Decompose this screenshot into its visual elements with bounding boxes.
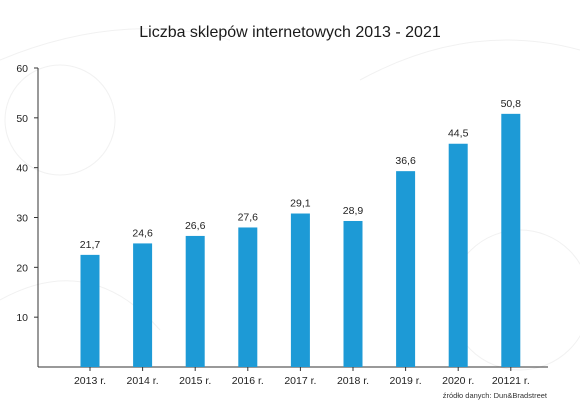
- x-tick-label: 2017 r.: [284, 375, 316, 387]
- y-tick-label: 60: [16, 63, 28, 75]
- data-label: 50,8: [501, 98, 522, 110]
- x-tick-label: 2016 r.: [232, 375, 264, 387]
- y-tick-label: 10: [16, 312, 28, 324]
- x-tick-label: 2015 r.: [179, 375, 211, 387]
- bar: [290, 213, 310, 367]
- x-tick-label: 2014 r.: [127, 375, 159, 387]
- data-label: 44,5: [448, 128, 469, 140]
- x-tick-label: 2019 r.: [390, 375, 422, 387]
- bar: [80, 254, 100, 367]
- bar: [501, 113, 521, 367]
- x-tick-label: 2018 r.: [337, 375, 369, 387]
- bar: [343, 220, 363, 367]
- data-label: 24,6: [132, 227, 153, 239]
- x-tick-label: 2020 r.: [442, 375, 474, 387]
- y-tick-label: 30: [16, 213, 28, 225]
- data-label: 21,7: [80, 239, 101, 251]
- chart-title: Liczba sklepów internetowych 2013 - 2021: [139, 24, 441, 41]
- bar: [396, 171, 416, 367]
- y-tick-label: 20: [16, 262, 28, 274]
- data-label: 26,6: [185, 220, 206, 232]
- data-label: 28,9: [343, 205, 364, 217]
- bar-series: [80, 113, 521, 367]
- bar: [238, 227, 258, 367]
- y-tick-label: 50: [16, 113, 28, 125]
- data-label: 27,6: [238, 211, 259, 223]
- data-label: 36,6: [395, 155, 416, 167]
- x-axis: 2013 r. 2014 r. 2015 r. 2016 r. 2017 r. 2018 …: [38, 366, 548, 387]
- x-tick-label: 20121 r.: [492, 375, 530, 387]
- y-axis: 10 20 30 40 50 60: [16, 63, 39, 367]
- y-tick-label: 40: [16, 163, 28, 175]
- bar: [185, 235, 205, 367]
- x-tick-label: 2013 r.: [74, 375, 106, 387]
- data-label: 29,1: [290, 198, 311, 210]
- bar: [133, 243, 153, 367]
- bar: [448, 143, 468, 367]
- data-labels: 21,7 24,6 26,6 27,6 29,1 28,9 36,6 44,5 50,8: [80, 98, 521, 251]
- source-note: źródło danych: Dun&Bradstreet: [443, 391, 548, 400]
